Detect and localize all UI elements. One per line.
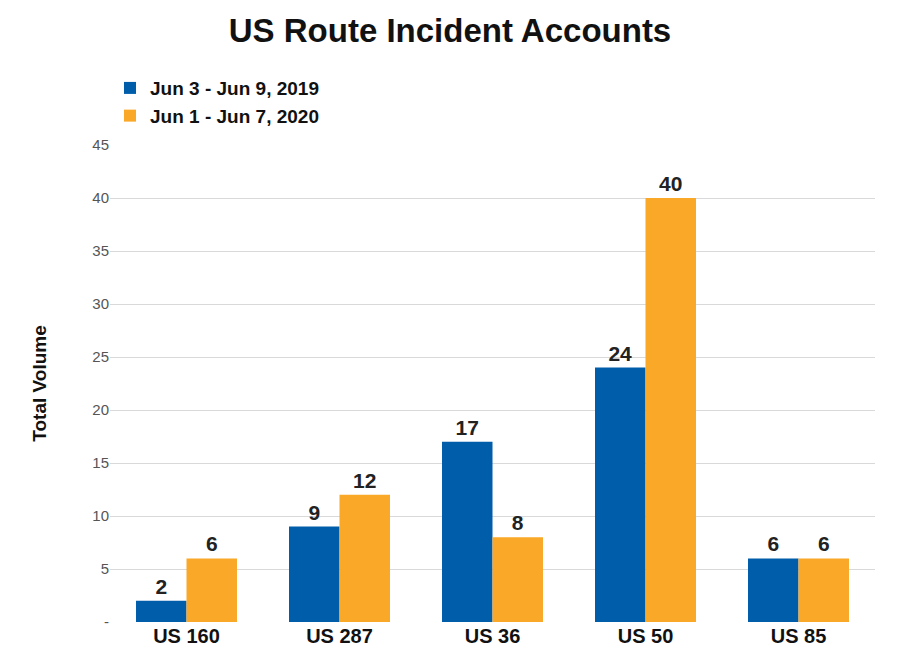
svg-text:35: 35 <box>92 242 109 259</box>
svg-text:12: 12 <box>353 469 376 492</box>
svg-text:6: 6 <box>818 532 830 555</box>
svg-text:6: 6 <box>767 532 779 555</box>
svg-text:US 160: US 160 <box>153 625 220 647</box>
svg-text:-: - <box>104 613 109 630</box>
svg-text:30: 30 <box>92 295 109 312</box>
svg-text:2: 2 <box>155 575 167 598</box>
svg-text:24: 24 <box>608 342 632 365</box>
svg-text:8: 8 <box>512 511 524 534</box>
svg-text:Jun 1 - Jun 7, 2020: Jun 1 - Jun 7, 2020 <box>150 106 319 127</box>
svg-text:25: 25 <box>92 348 109 365</box>
svg-text:6: 6 <box>206 532 218 555</box>
svg-text:Jun 3 - Jun 9, 2019: Jun 3 - Jun 9, 2019 <box>150 78 319 99</box>
svg-text:US Route Incident Accounts: US Route Incident Accounts <box>229 12 671 49</box>
svg-text:45: 45 <box>92 136 109 153</box>
svg-text:5: 5 <box>101 560 109 577</box>
svg-text:US 50: US 50 <box>618 625 674 647</box>
svg-text:US 287: US 287 <box>306 625 373 647</box>
svg-text:40: 40 <box>659 172 682 195</box>
svg-text:40: 40 <box>92 189 109 206</box>
svg-text:US 36: US 36 <box>465 625 521 647</box>
svg-text:Total Volume: Total Volume <box>29 325 50 441</box>
svg-text:9: 9 <box>308 501 320 524</box>
svg-text:US 85: US 85 <box>771 625 827 647</box>
svg-text:17: 17 <box>456 416 479 439</box>
svg-text:15: 15 <box>92 454 109 471</box>
svg-text:10: 10 <box>92 507 109 524</box>
svg-text:20: 20 <box>92 401 109 418</box>
